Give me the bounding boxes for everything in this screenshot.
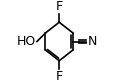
- Text: F: F: [56, 70, 63, 83]
- Text: N: N: [88, 35, 97, 48]
- Text: F: F: [56, 0, 63, 13]
- Text: HO: HO: [17, 35, 36, 48]
